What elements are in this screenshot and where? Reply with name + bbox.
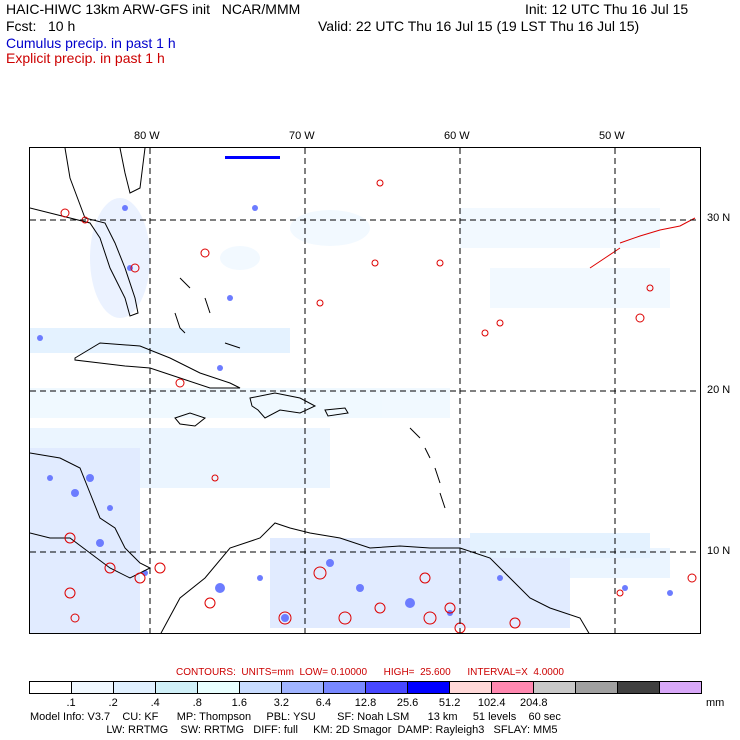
color-scale-cell: [114, 682, 156, 693]
puerto-rico-outline: [324, 407, 349, 417]
color-scale-cell: [30, 682, 72, 693]
central-america: [30, 452, 152, 579]
color-scale-tick: .4: [150, 697, 160, 709]
lat-label-20n: 20 N: [707, 384, 731, 396]
contour-info: CONTOURS: UNITS=mm LOW= 0.10000 HIGH= 25…: [176, 667, 564, 678]
init-time: Init: 12 UTC Thu 16 Jul 15: [525, 1, 689, 17]
color-scale-cell: [576, 682, 618, 693]
color-scale: [29, 681, 702, 694]
color-scale-cell: [72, 682, 114, 693]
model-info-line2: LW: RRTMG SW: RRTMG DIFF: full KM: 2D Sm…: [30, 724, 558, 736]
color-scale-tick: 3.2: [273, 697, 290, 709]
lat-label-10n: 10 N: [707, 545, 731, 557]
color-scale-cell: [198, 682, 240, 693]
color-scale-tick: .2: [108, 697, 118, 709]
color-scale-cell: [156, 682, 198, 693]
color-scale-cell: [282, 682, 324, 693]
color-scale-cell: [324, 682, 366, 693]
lesser-antilles: [409, 427, 446, 509]
model-info-line1: Model Info: V3.7 CU: KF MP: Thompson PBL…: [30, 711, 561, 723]
south-america-coast: [160, 522, 590, 633]
color-scale-tick: 12.8: [354, 697, 377, 709]
explicit-legend: Explicit precip. in past 1 h: [6, 50, 165, 66]
lon-label-50w: 50 W: [599, 130, 625, 142]
color-scale-tick: 51.2: [438, 697, 461, 709]
unit-label: mm: [706, 697, 725, 709]
color-scale-tick: 25.6: [396, 697, 419, 709]
color-scale-cell: [660, 682, 701, 693]
lon-label-80w: 80 W: [134, 130, 160, 142]
map-canvas: [30, 148, 700, 633]
cumulus-legend: Cumulus precip. in past 1 h: [6, 35, 176, 51]
color-scale-cell: [618, 682, 660, 693]
cumulus-cells: [37, 156, 673, 622]
color-scale-cell: [240, 682, 282, 693]
explicit-cells: [60, 179, 697, 633]
lon-label-60w: 60 W: [444, 130, 470, 142]
cuba-outline: [74, 342, 241, 389]
lat-label-30n: 30 N: [707, 212, 731, 224]
us-coast: [119, 148, 146, 194]
color-scale-cell: [450, 682, 492, 693]
color-scale-cell: [534, 682, 576, 693]
lon-label-70w: 70 W: [289, 130, 315, 142]
color-scale-tick: .1: [66, 697, 76, 709]
model-title: HAIC-HIWC 13km ARW-GFS init NCAR/MMM: [6, 1, 301, 17]
precip-map: [29, 147, 701, 634]
color-scale-cell: [366, 682, 408, 693]
color-scale-tick: 102.4: [477, 697, 506, 709]
color-scale-tick: 6.4: [315, 697, 332, 709]
bahamas: [174, 277, 241, 349]
cumulus-shading: [30, 198, 670, 633]
graticule: [30, 148, 700, 633]
color-scale-tick: 204.8: [519, 697, 548, 709]
hispaniola-outline: [249, 392, 317, 419]
valid-time: Valid: 22 UTC Thu 16 Jul 15 (19 LST Thu …: [318, 18, 640, 34]
color-scale-cell: [492, 682, 534, 693]
forecast-hour: Fcst: 10 h: [6, 18, 76, 34]
color-scale-cell: [408, 682, 450, 693]
color-scale-tick: .8: [192, 697, 202, 709]
jamaica-outline: [174, 412, 207, 427]
color-scale-tick: 1.6: [231, 697, 247, 709]
